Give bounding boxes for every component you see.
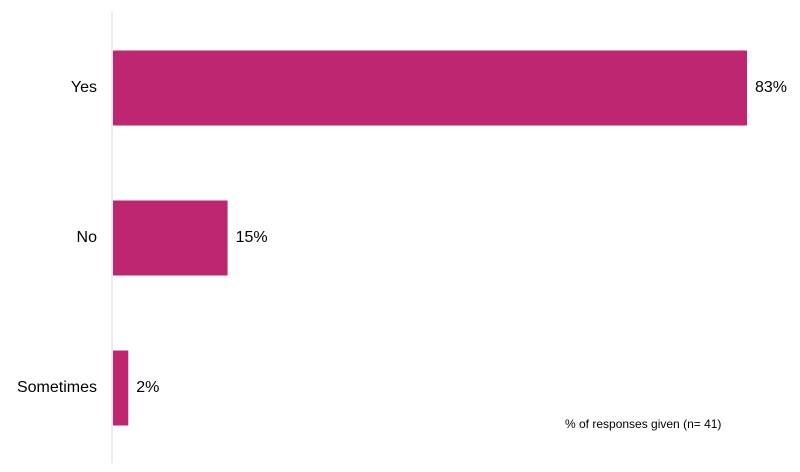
value-label: 83% (755, 79, 787, 96)
bar (113, 200, 228, 276)
value-label: 2% (136, 379, 159, 396)
category-label: No (77, 229, 98, 246)
bar (113, 50, 747, 126)
annotation: % of responses given (n= 41) (565, 417, 721, 431)
category-label: Yes (71, 79, 97, 96)
bar (113, 350, 129, 426)
value-label: 15% (236, 229, 268, 246)
category-label: Sometimes (17, 379, 97, 396)
